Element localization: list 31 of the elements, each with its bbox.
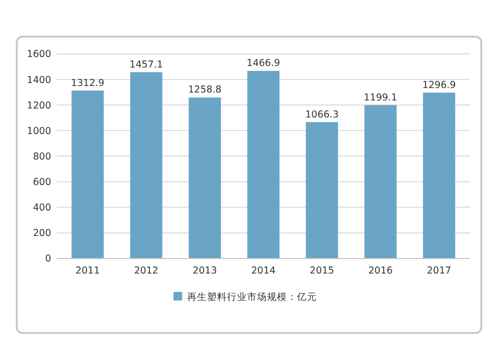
bar: [72, 90, 104, 258]
y-tick-label: 800: [32, 151, 52, 162]
x-tick-label: 2014: [251, 266, 276, 277]
y-tick-label: 0: [45, 254, 52, 265]
y-tick-label: 1200: [26, 100, 52, 112]
bar: [247, 70, 280, 258]
bar: [364, 105, 397, 258]
bar: [130, 72, 162, 258]
y-tick-label: 1600: [26, 49, 52, 60]
data-label: 1296.9: [422, 80, 456, 91]
x-tick-label: 2011: [76, 266, 100, 277]
data-label: 1457.1: [130, 59, 163, 70]
x-tick-label: 2013: [192, 266, 217, 277]
y-tick-label: 600: [32, 177, 52, 188]
bar: [422, 92, 456, 258]
x-tick-label: 2016: [368, 266, 393, 277]
y-tick-label: 200: [32, 228, 52, 240]
y-tick-label: 1400: [26, 74, 52, 86]
legend-label: 再生塑料行业市场规模：亿元: [186, 290, 317, 303]
x-tick-label: 2017: [426, 266, 452, 277]
y-tick-label: 400: [32, 202, 52, 214]
x-tick-label: 2015: [310, 266, 334, 277]
bar: [188, 97, 221, 258]
bar: [306, 122, 338, 258]
data-label: 1312.9: [70, 78, 104, 89]
data-label: 1466.9: [246, 58, 280, 70]
data-label: 1258.8: [188, 84, 222, 96]
data-label: 1066.3: [305, 109, 339, 120]
data-label: 1199.1: [364, 92, 398, 104]
y-tick-label: 1000: [26, 126, 52, 137]
x-tick-label: 2012: [134, 266, 158, 277]
